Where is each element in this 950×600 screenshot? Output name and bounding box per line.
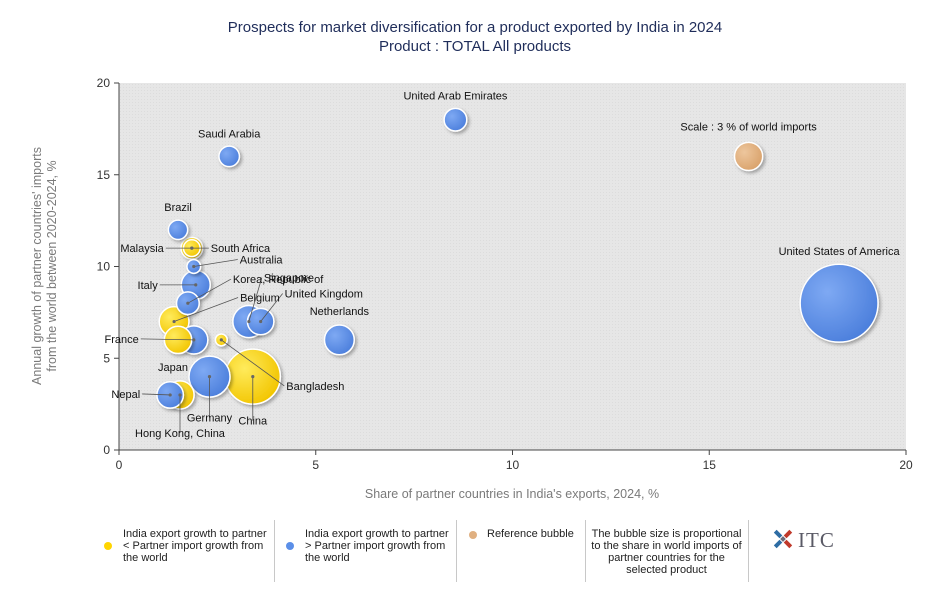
- y-axis-title-line: from the world between 2020-2024, %: [45, 160, 59, 371]
- bubble-netherlands: [323, 324, 355, 356]
- bubble-label: Saudi Arabia: [198, 128, 261, 140]
- leader-line: [260, 293, 283, 322]
- y-tick-label: 0: [103, 443, 110, 457]
- legend-size-note: The bubble size is proportional to the s…: [591, 528, 742, 576]
- bubble-label: Australia: [240, 255, 284, 267]
- bubble-label: Scale : 3 % of world imports: [680, 121, 817, 133]
- leader-line: [248, 277, 263, 322]
- bubble-label: France: [105, 334, 139, 346]
- legend: India export growth to partner < Partner…: [0, 520, 950, 582]
- bubble-label: Italy: [138, 280, 159, 292]
- leader-line: [140, 338, 194, 341]
- y-tick-label: 20: [97, 76, 111, 90]
- leader-anchor-dot: [186, 301, 190, 305]
- leader-anchor-dot: [178, 393, 182, 397]
- legend-divider: [456, 520, 457, 582]
- bubble-label: Hong Kong, China: [135, 428, 226, 440]
- bubble-saudi-arabia: [218, 145, 241, 168]
- chart-subtitle: Product : TOTAL All products: [379, 38, 571, 55]
- x-tick-label: 0: [116, 458, 123, 472]
- leader-anchor-dot: [192, 264, 196, 269]
- bubble-label: United Kingdom: [285, 289, 363, 301]
- leader-line: [142, 393, 171, 396]
- leader-line: [173, 297, 239, 322]
- legend-divider: [585, 520, 586, 582]
- bubble-label: Brazil: [164, 202, 192, 214]
- legend-reference-label: Reference bubble: [487, 528, 574, 540]
- y-ticks: 0 5 10 15 20: [97, 76, 119, 457]
- itc-logo: ITC: [770, 526, 840, 556]
- bubble-label: Singapore: [264, 273, 314, 285]
- x-tick-label: 15: [703, 458, 717, 472]
- bubble-label: United States of America: [779, 246, 901, 258]
- leader-anchor-dot: [259, 319, 263, 324]
- leader-line: [221, 339, 285, 387]
- legend-divider: [748, 520, 749, 582]
- bubble-united-arab-emirates: [443, 107, 468, 132]
- x-tick-label: 20: [899, 458, 913, 472]
- legend-reference-dot: [469, 531, 477, 539]
- leader-anchor-dot: [219, 338, 223, 342]
- x-axis-title: Share of partner countries in India's ex…: [365, 487, 659, 501]
- bubble-label: Belgium: [240, 293, 280, 305]
- chart-title: Prospects for market diversification for…: [228, 19, 722, 36]
- bubble-label: China: [238, 416, 268, 428]
- x-tick-label: 5: [312, 458, 319, 472]
- legend-divider: [274, 520, 275, 582]
- legend-lower-label: India export growth to partner < Partner…: [123, 528, 267, 564]
- bubble-label: Malaysia: [120, 243, 164, 255]
- bubble-brazil: [167, 219, 189, 241]
- bubble-label: Bangladesh: [286, 381, 344, 393]
- bubble-united-states-of-america: [799, 263, 879, 343]
- legend-yellow-dot: [104, 542, 112, 550]
- legend-blue-dot: [286, 542, 294, 550]
- bubble-label: Japan: [158, 362, 188, 374]
- bubble-label: Korea, Republic of: [233, 274, 324, 286]
- legend-higher-label: India export growth to partner > Partner…: [305, 528, 449, 564]
- bubble-label: Nepal: [111, 389, 140, 401]
- y-axis-title: Annual growth of partner countries' impo…: [30, 147, 59, 385]
- y-tick-label: 15: [97, 168, 111, 182]
- leader-line: [193, 259, 238, 267]
- bubble-label: United Arab Emirates: [403, 91, 507, 103]
- bubble-chart: Prospects for market diversification for…: [30, 19, 913, 501]
- y-axis-title-line: Annual growth of partner countries' impo…: [30, 147, 44, 385]
- leader-anchor-dot: [194, 283, 198, 287]
- leader-anchor-dot: [207, 375, 212, 379]
- bubble-label: Netherlands: [310, 306, 370, 318]
- x-tick-label: 10: [506, 458, 520, 472]
- itc-logo-icon: [773, 529, 793, 549]
- y-tick-label: 5: [103, 351, 110, 365]
- bubble-label: South Africa: [211, 243, 271, 255]
- leader-anchor-dot: [192, 338, 196, 342]
- leader-anchor-dot: [251, 375, 255, 379]
- leader-anchor-dot: [190, 246, 194, 250]
- leader-anchor-dot: [172, 319, 176, 324]
- leader-anchor-dot: [247, 319, 251, 324]
- bubble-scale-3-of-world-imports: [733, 141, 764, 172]
- y-tick-label: 10: [97, 260, 111, 274]
- leader-anchor-dot: [168, 393, 172, 397]
- leader-lines: [140, 246, 285, 433]
- x-ticks: 0 5 10 15 20: [116, 450, 913, 472]
- leader-line: [187, 278, 232, 304]
- bubble-label: Germany: [187, 413, 233, 425]
- bubble-labels: United States of America China Germany Neth…: [105, 91, 901, 440]
- itc-logo-text: ITC: [798, 528, 835, 552]
